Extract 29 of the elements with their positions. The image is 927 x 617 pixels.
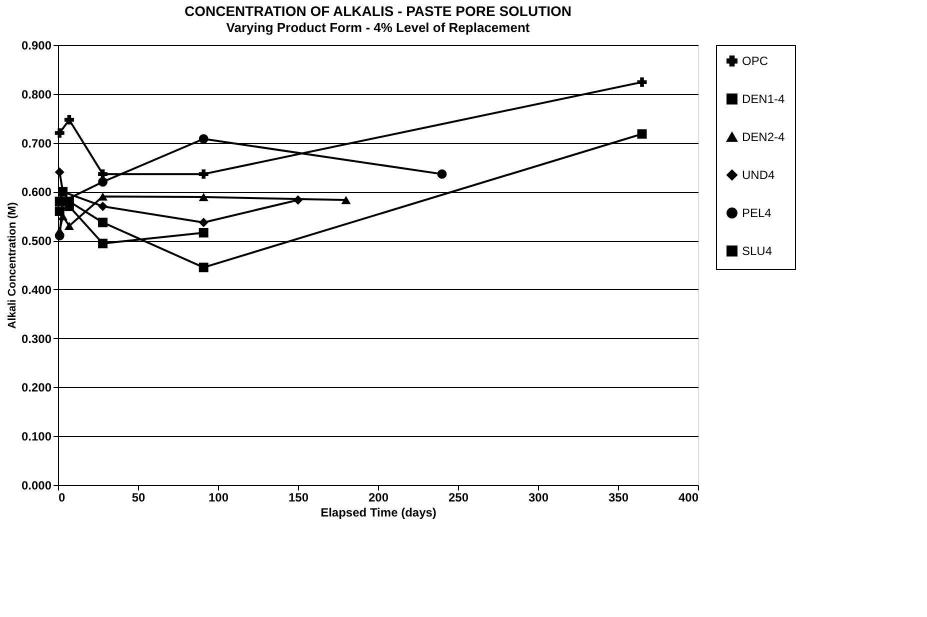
x-tick-label: 300 — [528, 490, 549, 504]
legend-label: UND4 — [742, 168, 775, 182]
chart-title: CONCENTRATION OF ALKALIS - PASTE PORE SOLUTION — [184, 3, 572, 19]
x-tick-label: 50 — [132, 490, 146, 504]
legend-label: DEN2-4 — [742, 130, 786, 144]
y-tick-label: 0.000 — [21, 478, 52, 492]
legend-label: DEN1-4 — [742, 92, 786, 106]
chart-subtitle: Varying Product Form - 4% Level of Replacement — [226, 20, 530, 35]
y-tick-label: 0.800 — [21, 87, 52, 102]
x-tick-label: 350 — [608, 490, 629, 504]
y-axis-title: Alkali Concentration (M) — [6, 202, 18, 329]
legend-label: SLU4 — [742, 244, 772, 258]
legend-label: PEL4 — [742, 206, 772, 220]
y-tick-label: 0.700 — [21, 136, 52, 150]
y-tick-label: 0.500 — [21, 234, 52, 248]
x-tick-label: 0 — [58, 490, 66, 504]
y-tick-label: 0.900 — [21, 38, 52, 52]
y-tick-label: 0.300 — [21, 332, 52, 346]
x-tick-label: 400 — [678, 490, 699, 504]
x-tick-label: 250 — [448, 490, 469, 504]
legend-label: OPC — [742, 54, 768, 68]
y-tick-label: 0.100 — [21, 430, 52, 444]
y-tick-label: 0.400 — [21, 282, 52, 297]
x-tick-label: 200 — [368, 490, 389, 504]
y-tick-label: 0.600 — [21, 185, 52, 200]
x-axis-title: Elapsed Time (days) — [320, 506, 436, 520]
y-tick-label: 0.200 — [21, 380, 52, 395]
x-tick-label: 150 — [288, 490, 309, 504]
x-tick-label: 100 — [208, 490, 229, 504]
